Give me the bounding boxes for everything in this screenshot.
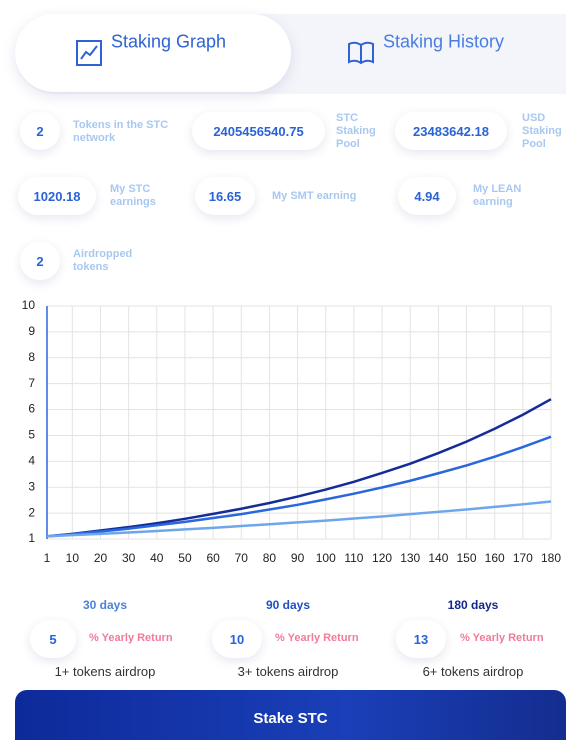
stat-value: 2 bbox=[20, 242, 60, 280]
y-tick-label: 8 bbox=[28, 350, 35, 364]
x-tick-label: 100 bbox=[316, 551, 336, 565]
plan-return: 13 bbox=[396, 620, 446, 658]
stat-value: 16.65 bbox=[195, 177, 255, 215]
x-tick-label: 150 bbox=[457, 551, 477, 565]
stake-button[interactable]: Stake STC bbox=[15, 690, 566, 740]
stat-value: 2 bbox=[20, 112, 60, 150]
stat-value: 4.94 bbox=[398, 177, 456, 215]
line-series bbox=[46, 435, 552, 538]
x-tick-label: 140 bbox=[428, 551, 448, 565]
plan-airdrop: 6+ tokens airdrop bbox=[422, 664, 524, 679]
stat-value: 2405456540.75 bbox=[192, 112, 325, 150]
x-tick-label: 160 bbox=[485, 551, 505, 565]
y-tick-label: 2 bbox=[28, 505, 35, 519]
plan-return-label: % Yearly Return bbox=[89, 632, 173, 644]
line-series bbox=[46, 398, 552, 538]
book-icon bbox=[348, 41, 374, 65]
x-tick-label: 120 bbox=[372, 551, 392, 565]
x-tick-label: 40 bbox=[150, 551, 164, 565]
y-tick-label: 10 bbox=[22, 298, 36, 312]
plan-airdrop: 1+ tokens airdrop bbox=[54, 664, 156, 679]
x-tick-label: 110 bbox=[344, 551, 363, 565]
stat-label: USD Staking Pool bbox=[522, 112, 562, 150]
x-tick-label: 130 bbox=[400, 551, 420, 565]
stat-label: Tokens in the STC network bbox=[73, 119, 169, 144]
plan-airdrop: 3+ tokens airdrop bbox=[237, 664, 339, 679]
tab-active-bg[interactable] bbox=[15, 14, 291, 92]
plan-return: 5 bbox=[30, 620, 76, 658]
y-tick-label: 1 bbox=[28, 531, 35, 545]
y-tick-label: 6 bbox=[28, 402, 35, 416]
plan-period[interactable]: 90 days bbox=[265, 598, 311, 612]
plan-period[interactable]: 30 days bbox=[82, 598, 128, 612]
plan-return-label: % Yearly Return bbox=[460, 632, 544, 644]
x-tick-label: 50 bbox=[178, 551, 192, 565]
y-tick-label: 9 bbox=[28, 324, 35, 338]
x-tick-label: 60 bbox=[206, 551, 220, 565]
y-tick-label: 3 bbox=[28, 479, 35, 493]
x-tick-label: 10 bbox=[66, 551, 80, 565]
y-tick-label: 5 bbox=[28, 428, 35, 442]
stat-value: 23483642.18 bbox=[395, 112, 507, 150]
tab-label[interactable]: Staking History bbox=[383, 31, 505, 52]
x-tick-label: 180 bbox=[541, 551, 561, 565]
x-tick-label: 1 bbox=[44, 551, 51, 565]
x-tick-label: 20 bbox=[94, 551, 108, 565]
plan-return: 10 bbox=[212, 620, 262, 658]
y-tick-label: 4 bbox=[28, 454, 35, 468]
x-tick-label: 90 bbox=[291, 551, 305, 565]
x-tick-label: 70 bbox=[235, 551, 249, 565]
x-tick-label: 80 bbox=[263, 551, 277, 565]
stat-label: My LEAN earning bbox=[473, 183, 522, 208]
stat-value: 1020.18 bbox=[18, 177, 96, 215]
stat-label: My STC earnings bbox=[110, 183, 156, 208]
stat-label: My SMT earning bbox=[272, 190, 357, 202]
stat-label: Airdropped tokens bbox=[73, 248, 133, 273]
plan-return-label: % Yearly Return bbox=[275, 632, 359, 644]
stat-label: STC Staking Pool bbox=[336, 112, 376, 150]
y-tick-label: 7 bbox=[28, 376, 35, 390]
graph-icon bbox=[76, 40, 102, 66]
plan-period[interactable]: 180 days bbox=[447, 598, 499, 612]
tab-label[interactable]: Staking Graph bbox=[111, 31, 227, 52]
line-series bbox=[46, 500, 552, 538]
x-tick-label: 170 bbox=[513, 551, 533, 565]
x-tick-label: 30 bbox=[122, 551, 136, 565]
